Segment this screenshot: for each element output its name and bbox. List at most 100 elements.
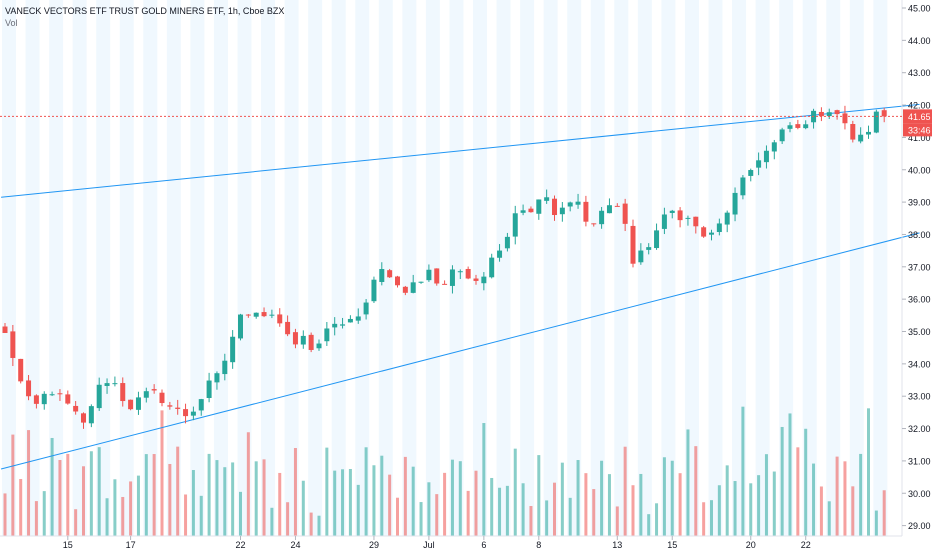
candle-body [434, 268, 440, 284]
volume-bar [403, 456, 407, 536]
volume-bar [710, 500, 713, 536]
volume-bar [600, 460, 604, 536]
volume-bar [482, 423, 486, 536]
session-band [190, 0, 205, 536]
price-markers: 41.65 33:46 [0, 109, 932, 137]
candle-body [253, 312, 259, 317]
volume-bar [286, 502, 290, 536]
volume-bar [309, 512, 313, 536]
candle-body [709, 232, 714, 235]
y-tick-label: 35.00 [908, 327, 931, 337]
trendlines[interactable] [0, 103, 920, 470]
volume-bar [278, 472, 282, 536]
trendline [1, 103, 920, 198]
last-price-badge [903, 109, 932, 124]
volume-bar [474, 470, 478, 536]
symbol-title[interactable]: VANECK VECTORS ETF TRUST GOLD MINERS ETF… [5, 6, 285, 16]
volume-bar [97, 447, 101, 536]
candle-body [41, 393, 47, 405]
candle-body [198, 399, 204, 411]
session-band [590, 0, 605, 536]
session-band [308, 0, 323, 536]
volume-bar [168, 463, 172, 536]
x-tick-label: 8 [536, 540, 541, 550]
candle-body [159, 392, 165, 404]
volume-bar [874, 510, 878, 536]
y-tick-label: 32.00 [908, 424, 931, 434]
session-band [732, 0, 747, 536]
candle-body [646, 247, 652, 250]
candle-body [457, 271, 463, 273]
volume-bar [82, 466, 85, 536]
volume-bar [113, 479, 117, 536]
y-tick-label: 30.00 [908, 489, 931, 499]
volume-bar [152, 454, 156, 536]
volume-bar [505, 485, 509, 536]
candle-body [724, 212, 730, 225]
session-band [49, 0, 64, 536]
trendline [0, 232, 920, 470]
volume-bar [458, 461, 462, 536]
volume-indicator-label[interactable]: Vol [5, 18, 18, 28]
candle-body [33, 395, 39, 404]
session-band [2, 0, 16, 536]
candle-body [355, 316, 361, 321]
candle-body [363, 302, 369, 315]
volume-bar [780, 426, 784, 536]
y-tick-label: 44.00 [908, 36, 931, 46]
candle-body [316, 343, 322, 349]
session-band [661, 0, 676, 536]
candle-body [371, 279, 377, 302]
candle-body [49, 394, 55, 396]
candle-body [269, 314, 275, 316]
session-band [213, 0, 228, 536]
candle-body [520, 210, 526, 213]
x-tick-label: 24 [290, 540, 300, 550]
candle-body [552, 198, 557, 216]
candle-body [2, 326, 8, 333]
volume-bar [419, 502, 423, 536]
candle-body [779, 129, 785, 142]
volume-bar [231, 462, 235, 536]
candle-body [292, 332, 298, 345]
time-axis[interactable]: 15 17 22 24 29 Jul 6 8 13 15 20 22 [0, 535, 902, 550]
session-band [402, 0, 417, 536]
volume-bar [702, 502, 706, 536]
session-band [331, 0, 346, 536]
candle-body [858, 134, 864, 142]
volume-bar [615, 506, 619, 536]
candle-body [536, 199, 542, 214]
candle-body [222, 360, 228, 375]
volume-bar [788, 413, 792, 536]
y-tick-label: 37.00 [908, 262, 931, 272]
y-tick-label: 29.00 [908, 521, 931, 531]
candle-body [842, 113, 848, 124]
y-tick-label: 42.00 [908, 101, 931, 111]
candle-body [638, 250, 644, 263]
volume-bar [121, 496, 125, 536]
volume-bar [757, 475, 761, 536]
candle-body [261, 312, 267, 317]
candle-body [449, 269, 455, 286]
volume-bar [199, 495, 203, 536]
candle-body [803, 124, 809, 129]
volume-bar [733, 481, 737, 536]
volume-bar [89, 451, 93, 536]
price-axis[interactable]: 45.00 44.00 43.00 42.00 41.00 40.00 39.00 38.00… [901, 0, 931, 536]
session-band [284, 0, 299, 536]
chart-legend: VANECK VECTORS ETF TRUST GOLD MINERS ETF… [5, 5, 284, 29]
session-band [826, 0, 841, 536]
candle-body [559, 207, 565, 215]
candle-body [732, 192, 738, 215]
volume-bar [427, 482, 431, 536]
volume-bar [819, 486, 823, 536]
x-tick-label: 22 [235, 540, 245, 550]
volume-bar [270, 507, 274, 536]
candle-body [112, 383, 118, 385]
volume-bar [333, 470, 337, 536]
volume-bar [129, 481, 133, 536]
candle-body [81, 413, 86, 423]
volume-bar [694, 446, 698, 536]
